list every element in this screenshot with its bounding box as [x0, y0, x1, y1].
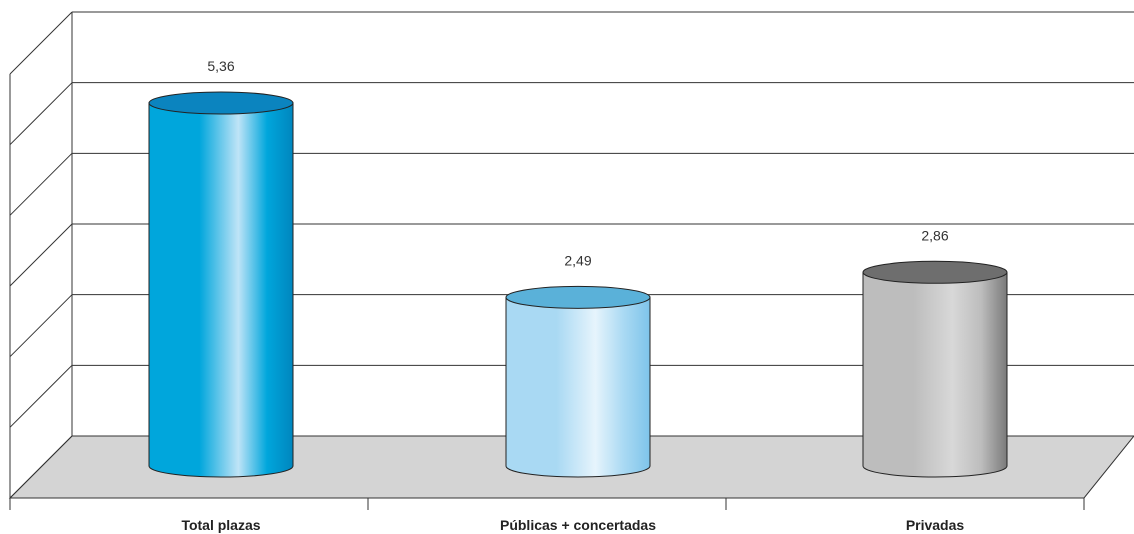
bar-top [148, 91, 294, 115]
side-wall-line [9, 82, 73, 146]
side-wall-line [9, 435, 73, 499]
side-wall-line [9, 294, 73, 358]
side-wall-line [9, 364, 73, 428]
bars [148, 91, 1008, 478]
bar-top [862, 260, 1008, 284]
side-wall-line [9, 11, 73, 75]
bar-body [505, 296, 651, 478]
x-tick-label: Privadas [906, 517, 965, 533]
data-label: 2,86 [921, 227, 948, 243]
bar-p-blicas-concertadas [505, 285, 651, 478]
bar-privadas [862, 260, 1008, 478]
x-tick-label: Públicas + concertadas [500, 517, 656, 533]
data-label: 5,36 [207, 58, 234, 74]
bar-body [148, 102, 294, 478]
bar-top [505, 285, 651, 309]
labels: 5,36 Total plazas 2,49 Públicas + concertad… [181, 58, 964, 533]
bar-total-plazas [148, 91, 294, 478]
bar-body [862, 271, 1008, 478]
side-wall-line [9, 152, 73, 216]
x-tick-label: Total plazas [181, 517, 260, 533]
side-wall-line [9, 223, 73, 287]
data-label: 2,49 [564, 252, 591, 268]
